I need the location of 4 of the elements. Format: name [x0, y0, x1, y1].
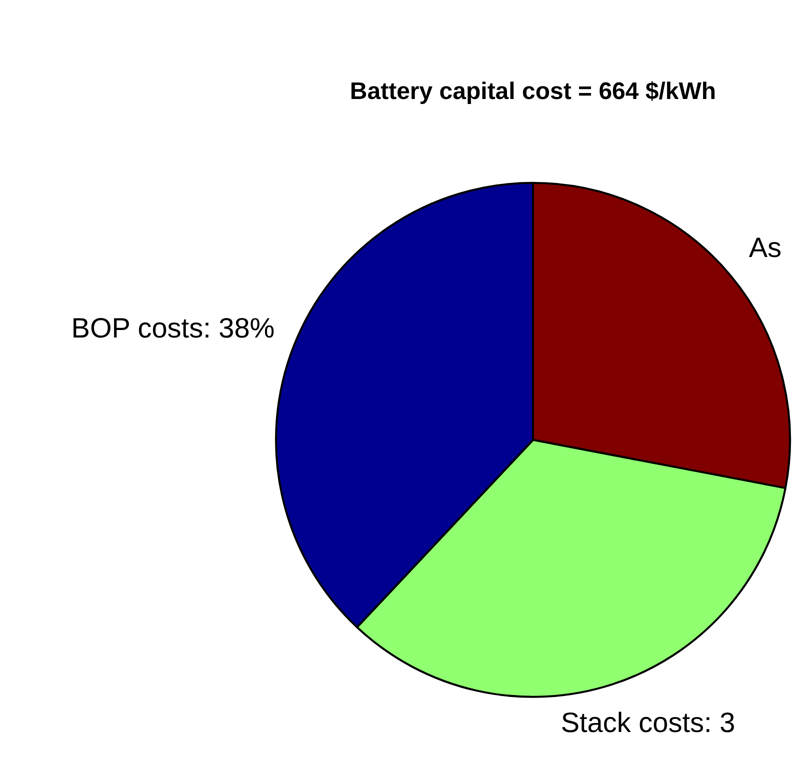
chart-title: Battery capital cost = 664 $/kWh	[350, 78, 716, 106]
slice-label: As	[748, 232, 782, 264]
slice-label: Stack costs: 3	[560, 706, 736, 738]
slice-label: BOP costs: 38%	[71, 312, 275, 344]
